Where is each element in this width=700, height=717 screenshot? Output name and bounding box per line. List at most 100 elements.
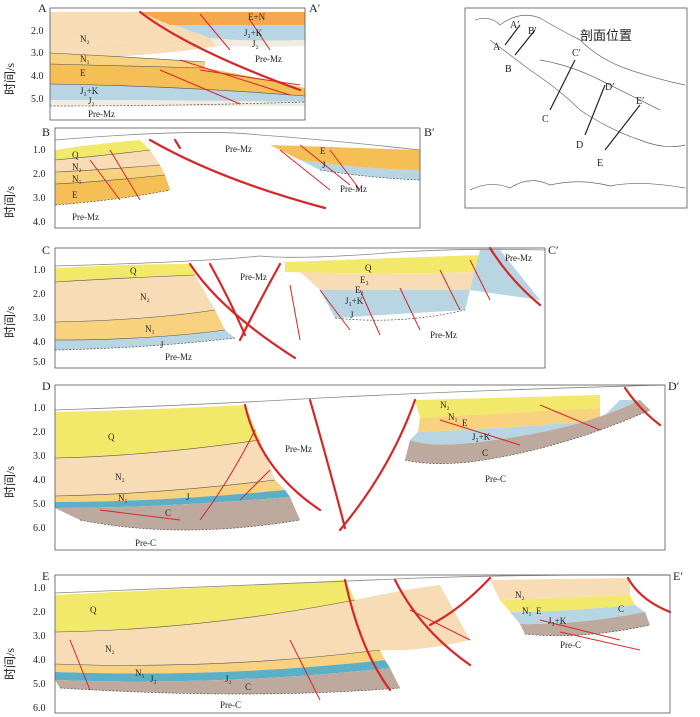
tick: 2.0 bbox=[31, 26, 44, 37]
unit-label: J₃+K bbox=[345, 296, 364, 306]
unit-label: J₃+K bbox=[80, 86, 99, 96]
unit-j3k-a2 bbox=[175, 25, 305, 41]
unit-label: E bbox=[80, 68, 86, 78]
unit-q-c bbox=[55, 264, 195, 282]
unit-label: C bbox=[482, 448, 488, 458]
unit-label: J₃+K bbox=[472, 432, 491, 442]
unit-label: N₁ bbox=[135, 668, 145, 678]
tick: 1.0 bbox=[33, 265, 46, 276]
section-b-end-label: B′ bbox=[424, 125, 435, 139]
unit-label: N₁ bbox=[118, 493, 128, 503]
unit-label: Pre-Mz bbox=[255, 54, 282, 64]
unit-label: J₂ bbox=[88, 96, 95, 106]
tick: 3.0 bbox=[33, 631, 46, 642]
unit-label: Pre-Mz bbox=[88, 109, 115, 119]
tick: 4.0 bbox=[33, 217, 46, 228]
section-b-start-label: B bbox=[42, 125, 50, 139]
unit-n1-e2 bbox=[500, 595, 635, 612]
unit-j-d bbox=[55, 490, 290, 508]
unit-label: Pre-Mz bbox=[430, 330, 457, 340]
y-axis-labels: 时间/s 时间/s 时间/s 时间/s 时间/s bbox=[3, 63, 17, 680]
y-axis-label-e: 时间/s bbox=[3, 648, 17, 680]
unit-label: N₁ bbox=[145, 324, 155, 334]
tick: 1.0 bbox=[33, 145, 46, 156]
tick: 1.0 bbox=[33, 583, 46, 594]
unit-label: J₂ bbox=[225, 674, 232, 684]
tick: 4.0 bbox=[33, 475, 46, 486]
unit-label: J bbox=[160, 340, 164, 350]
tick: 2.0 bbox=[33, 169, 46, 180]
unit-label: E bbox=[72, 190, 78, 200]
unit-label: J bbox=[186, 492, 190, 502]
y-axis-label-c: 时间/s bbox=[3, 306, 17, 338]
unit-label: E₃ bbox=[360, 275, 369, 285]
tick: 3.0 bbox=[33, 313, 46, 324]
unit-q-e bbox=[55, 580, 355, 632]
unit-label: N₂ bbox=[515, 590, 525, 600]
unit-j-b bbox=[300, 160, 420, 180]
unit-en-a bbox=[140, 12, 305, 25]
unit-label: N₁ bbox=[80, 54, 90, 64]
unit-label: N₂ bbox=[105, 644, 115, 654]
section-a-end-label: A′ bbox=[309, 1, 321, 15]
unit-n2-a2 bbox=[50, 38, 205, 60]
tick: 3.0 bbox=[31, 48, 44, 59]
unit-label: J₃+K bbox=[548, 616, 567, 626]
unit-label: C bbox=[165, 508, 171, 518]
unit-n1-e bbox=[55, 650, 385, 674]
tick: 2.0 bbox=[33, 607, 46, 618]
unit-q-b bbox=[55, 140, 150, 160]
unit-label: Pre-C bbox=[135, 538, 156, 548]
unit-label: N₁ bbox=[72, 174, 82, 184]
section-c-start-label: C bbox=[42, 243, 50, 257]
map-label: C bbox=[542, 114, 549, 125]
unit-n2-e2 bbox=[490, 578, 630, 600]
unit-label: N₁ bbox=[522, 606, 532, 616]
unit-j2-a bbox=[50, 100, 305, 106]
unit-label: E bbox=[320, 146, 326, 156]
unit-label: Pre-C bbox=[560, 640, 581, 650]
section-a: A A′ 2.0 3.0 4.0 5.0 N₂ N₁ E J₃+K J₂ Pre… bbox=[31, 1, 321, 121]
unit-label: Pre-Mz bbox=[285, 444, 312, 454]
section-d-end-label: D′ bbox=[668, 379, 680, 393]
unit-j2-a2 bbox=[210, 38, 305, 47]
unit-n1-d2 bbox=[418, 408, 600, 432]
unit-c-d bbox=[55, 497, 300, 530]
section-d-start-label: D bbox=[42, 379, 51, 393]
tick: 5.0 bbox=[31, 94, 44, 105]
map-label: A′ bbox=[510, 20, 519, 31]
unit-label: J bbox=[350, 310, 354, 320]
unit-label: Pre-Mz bbox=[505, 253, 532, 263]
section-b: B B′ 1.0 2.0 3.0 4.0 Q N₂ N₁ E Pre-Mz Pr… bbox=[33, 125, 435, 229]
unit-label: Pre-Mz bbox=[72, 212, 99, 222]
unit-e-a bbox=[50, 64, 305, 96]
unit-label: N₂ bbox=[140, 292, 150, 302]
unit-label: J₃+K bbox=[244, 28, 263, 38]
unit-c-e2 bbox=[520, 612, 650, 636]
tick: 5.0 bbox=[33, 679, 46, 690]
unit-j3k-a bbox=[50, 84, 305, 102]
tick: 5.0 bbox=[33, 357, 46, 368]
tick: 2.0 bbox=[33, 289, 46, 300]
tick: 6.0 bbox=[33, 703, 46, 714]
tick: 4.0 bbox=[31, 71, 44, 82]
unit-label: Q bbox=[72, 150, 79, 160]
section-c-end-label: C′ bbox=[548, 243, 559, 257]
unit-n2-e bbox=[55, 600, 380, 666]
unit-label: Q bbox=[90, 605, 97, 615]
unit-label: C bbox=[245, 682, 251, 692]
unit-n2-c bbox=[55, 275, 215, 322]
unit-label: J₂ bbox=[252, 39, 259, 49]
unit-j3-e bbox=[55, 660, 390, 682]
section-d: D D′ 1.0 2.0 3.0 4.0 5.0 6.0 Q N₂ N₁ J C… bbox=[33, 379, 680, 551]
unit-n1-b bbox=[55, 165, 165, 184]
unit-j3k-c bbox=[320, 290, 470, 318]
unit-j3k-d2 bbox=[410, 400, 640, 445]
unit-label: E bbox=[462, 418, 468, 428]
unit-n2-d bbox=[55, 440, 275, 496]
y-axis-label-d: 时间/s bbox=[3, 466, 17, 498]
unit-n1-a bbox=[50, 53, 205, 68]
tick: 3.0 bbox=[33, 451, 46, 462]
unit-label: N₂ bbox=[72, 162, 82, 172]
